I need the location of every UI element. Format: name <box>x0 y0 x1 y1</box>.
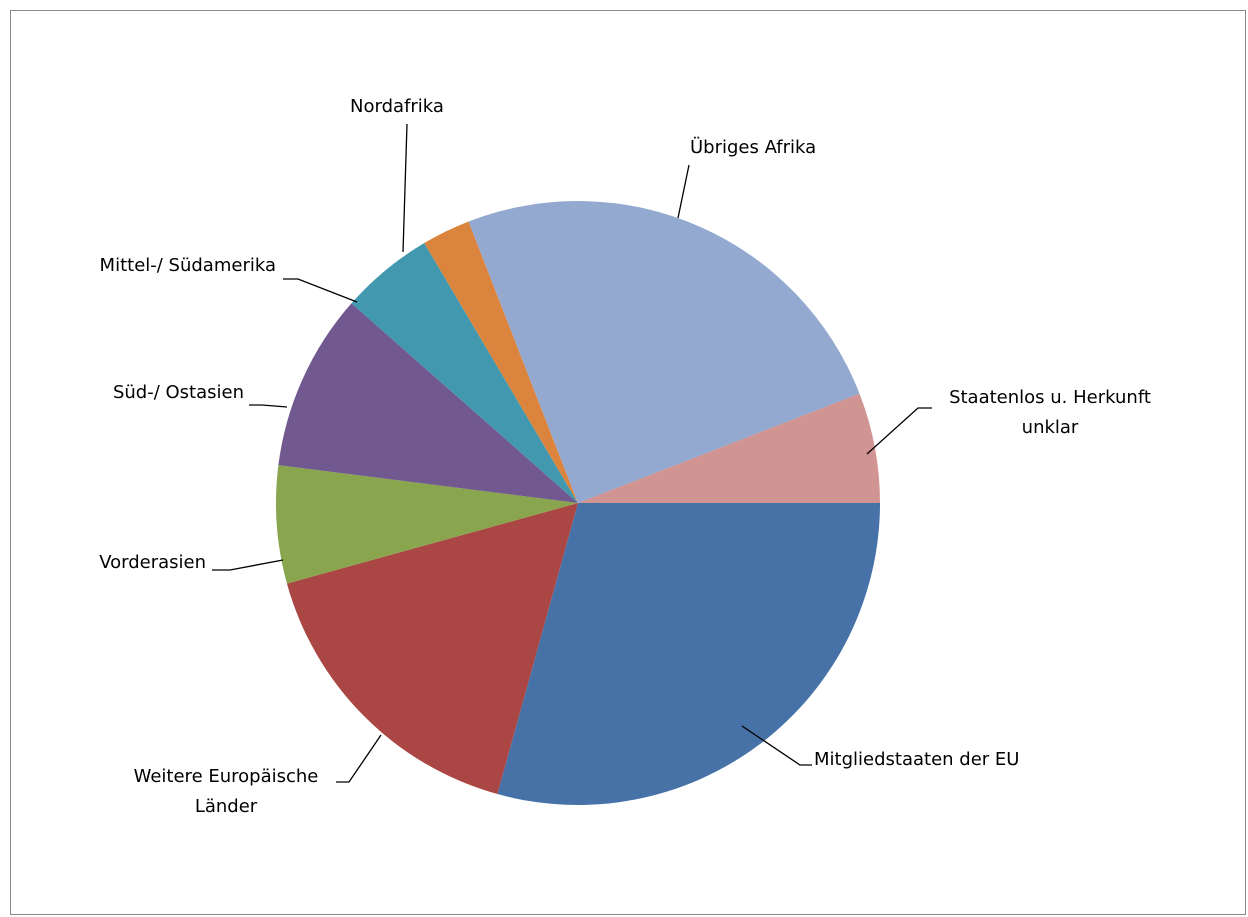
pie-slice-vorderasien <box>276 465 578 584</box>
slice-label-nordafrika: Nordafrika <box>350 96 444 117</box>
slice-label-staatenlos-u-herkunft-unklar: Staatenlos u. Herkunft unklar <box>949 387 1151 438</box>
leader-line-sued-ostasien <box>249 404 288 408</box>
pie-slice-weitere-europaeische-laender <box>286 503 578 795</box>
leader-line-vorderasien <box>212 559 284 571</box>
pie-slice-sued-ostasien <box>278 303 578 503</box>
slices-layer <box>276 200 880 805</box>
pie-slice-staatenlos-u-herkunft-unklar <box>578 393 880 503</box>
pie-slice-nordafrika <box>424 221 578 503</box>
leader-line-mitgliedstaaten-der-eu <box>741 725 812 766</box>
leader-line-nordafrika <box>402 123 408 253</box>
slice-label-mitgliedstaaten-der-eu: Mitgliedstaaten der EU <box>814 749 1019 770</box>
slice-label-weitere-europaeische-laender: Weitere Europäische Länder <box>134 766 319 817</box>
leader-line-uebriges-afrika <box>677 164 690 219</box>
pie-slice-mittel-suedamerika <box>351 243 578 503</box>
leaders-layer <box>212 123 932 783</box>
leader-line-staatenlos-u-herkunft-unklar <box>866 407 932 455</box>
pie-slice-uebriges-afrika <box>468 200 860 503</box>
labels-layer: Mitgliedstaaten der EU Weitere Europäisch… <box>99 96 1151 817</box>
slice-label-sued-ostasien: Süd-/ Ostasien <box>113 382 244 403</box>
slice-label-mittel-suedamerika: Mittel-/ Südamerika <box>100 255 276 276</box>
slice-label-vorderasien: Vorderasien <box>99 552 206 573</box>
leader-line-weitere-europaeische-laender <box>336 734 382 783</box>
leader-line-mittel-suedamerika <box>283 278 358 303</box>
pie-slice-mitgliedstaaten-der-eu <box>497 503 880 805</box>
slice-label-uebriges-afrika: Übriges Afrika <box>690 136 816 158</box>
